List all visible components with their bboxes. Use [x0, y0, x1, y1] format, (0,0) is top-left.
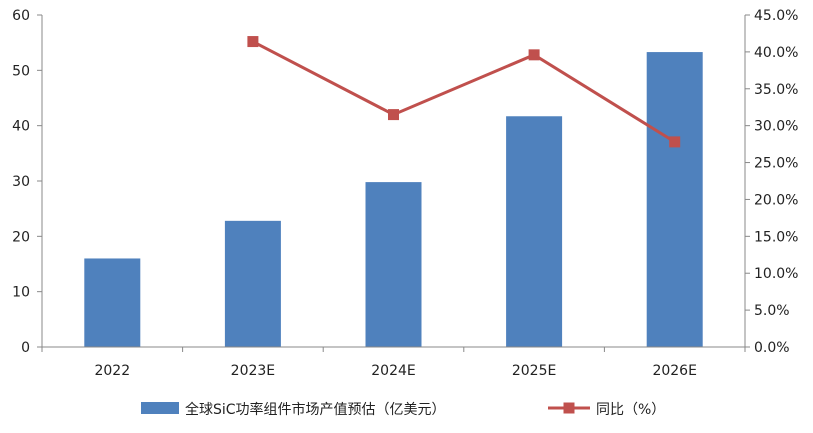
left-tick-label: 60 — [12, 8, 30, 24]
right-tick-label: 15.0% — [754, 229, 798, 245]
x-tick-label: 2023E — [231, 363, 275, 379]
yoy-line — [252, 40, 676, 144]
yoy-point-2026E — [669, 136, 681, 148]
right-tick-label: 40.0% — [754, 45, 798, 61]
legend-swatch-bar — [141, 402, 179, 414]
x-tick-label: 2026E — [652, 363, 696, 379]
left-tick-label: 40 — [12, 119, 30, 135]
axes-layer: 0 10 20 30 40 50 60 0.0% 5.0% 10.0% 15.0% 20.0% 25.0… — [12, 8, 798, 379]
right-tick-label: 30.0% — [754, 119, 798, 135]
legend-swatch-marker — [563, 402, 575, 414]
x-tick-label: 2024E — [371, 363, 415, 379]
left-tick-label: 0 — [21, 340, 30, 356]
left-tick-label: 20 — [12, 229, 30, 245]
x-tick-label: 2025E — [512, 363, 556, 379]
right-tick-label: 20.0% — [754, 192, 798, 208]
right-tick-label: 0.0% — [754, 340, 790, 356]
left-tick-label: 30 — [12, 174, 30, 190]
bar-2023E — [224, 220, 281, 347]
yoy-point-2024E — [388, 109, 399, 121]
bars-layer — [84, 52, 703, 347]
yoy-point-2023E — [247, 36, 259, 48]
right-tick-label: 35.0% — [754, 82, 798, 98]
legend-label-line: 同比（%） — [596, 402, 665, 418]
legend: 全球SiC功率组件市场产值预估（亿美元） 同比（%） — [141, 401, 665, 418]
legend-label-bar: 全球SiC功率组件市场产值预估（亿美元） — [185, 401, 446, 418]
right-tick-label: 10.0% — [754, 266, 798, 282]
left-tick-label: 50 — [12, 63, 30, 79]
bar-2024E — [365, 182, 422, 347]
yoy-point-2025E — [528, 49, 540, 61]
right-tick-label: 45.0% — [754, 8, 798, 24]
bar-2026E — [646, 52, 703, 347]
left-tick-label: 10 — [12, 285, 30, 301]
right-tick-label: 5.0% — [754, 303, 790, 319]
right-tick-label: 25.0% — [754, 156, 798, 172]
bar-2025E — [506, 116, 563, 347]
line-layer — [247, 36, 681, 148]
x-tick-label: 2022 — [94, 363, 130, 379]
bar-2022 — [84, 258, 141, 347]
